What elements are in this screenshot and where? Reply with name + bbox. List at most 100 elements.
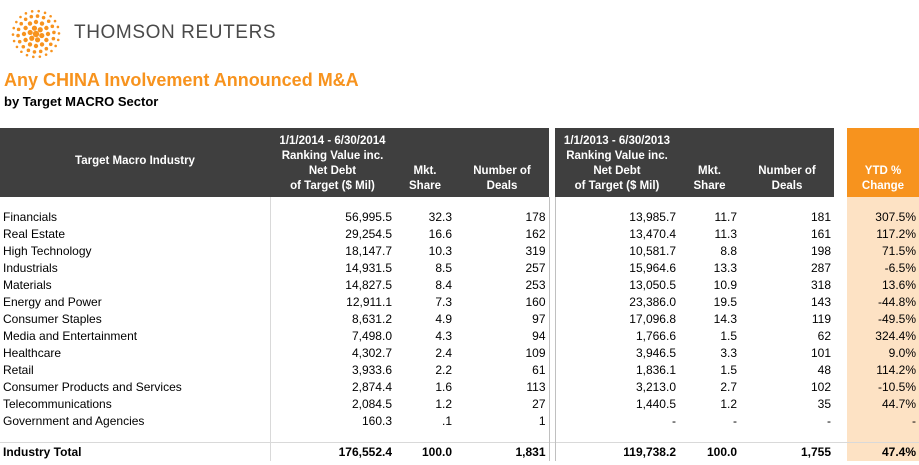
cell-p1-deals: 113 bbox=[455, 379, 550, 396]
cell-p2-share: - bbox=[733, 414, 737, 428]
cell-p1-share: 4.9 bbox=[435, 312, 452, 326]
cell-p2-value: 3,213.0 bbox=[635, 380, 676, 394]
cell-p1-value: 56,995.5 bbox=[345, 210, 392, 224]
cell-gap bbox=[549, 413, 556, 430]
thomson-reuters-dot-logo-icon bbox=[11, 9, 61, 59]
cell-p2-deals: 101 bbox=[810, 346, 831, 360]
table-header-row: Target Macro Industry 1/1/2014 - 6/30/20… bbox=[0, 128, 919, 197]
logo-dot bbox=[27, 21, 33, 26]
cell-p2-share: 100.0 bbox=[679, 442, 740, 461]
header-ytd-l2: Change bbox=[861, 180, 905, 192]
logo-dot bbox=[32, 30, 40, 38]
spacer-row bbox=[0, 430, 919, 443]
cell-industry: Consumer Staples bbox=[0, 311, 271, 328]
table-row: Real Estate 29,254.5 16.6 162 13,470.4 11.3 16… bbox=[0, 226, 919, 243]
cell-p2-value: 119,738.2 bbox=[555, 442, 679, 461]
logo-dot bbox=[19, 15, 22, 19]
cell-p2-deals: 318 bbox=[810, 278, 831, 292]
logo-dot bbox=[56, 38, 60, 42]
header-ytd: YTD % Change bbox=[847, 128, 919, 197]
cell-industry: Healthcare bbox=[0, 345, 271, 362]
logo-dot bbox=[46, 19, 51, 24]
logo-dot bbox=[41, 15, 46, 20]
cell-gap-2 bbox=[834, 379, 847, 396]
cell-ytd: 47.4% bbox=[847, 442, 919, 461]
cell-p1-deals: 162 bbox=[455, 226, 550, 243]
table-row: Retail 3,933.6 2.2 61 1,836.1 1.5 48 114.2% bbox=[0, 362, 919, 379]
logo-dot bbox=[25, 53, 29, 57]
cell-gap-2 bbox=[834, 345, 847, 362]
cell-industry: Industrials bbox=[0, 260, 271, 277]
logo-dot bbox=[44, 46, 49, 51]
cell-p1-value: 4,302.7 bbox=[351, 346, 392, 360]
header-p2-deals-l2: Deals bbox=[771, 180, 803, 192]
logo-dot bbox=[19, 21, 24, 26]
logo-dot bbox=[39, 32, 45, 39]
logo-dot bbox=[43, 11, 47, 15]
logo-dot bbox=[16, 27, 21, 32]
cell-industry: Telecommunications bbox=[0, 396, 271, 413]
cell-p1-share: 1.2 bbox=[435, 397, 452, 411]
cell-p1-value: 12,911.1 bbox=[346, 295, 392, 309]
logo-dot bbox=[32, 55, 35, 59]
table-row: Consumer Products and Services 2,874.4 1.6… bbox=[0, 379, 919, 396]
logo-dot bbox=[15, 20, 18, 24]
cell-p2-value: 13,985.7 bbox=[629, 210, 676, 224]
logo-dot bbox=[21, 31, 27, 37]
cell-ytd: 9.0% bbox=[847, 345, 919, 362]
logo-dot bbox=[57, 32, 61, 35]
header-p1-value: 1/1/2014 - 6/30/2014 Ranking Value inc. … bbox=[270, 128, 395, 197]
logo-dot bbox=[39, 21, 45, 26]
cell-industry: Industry Total bbox=[0, 442, 271, 461]
logo-dot bbox=[31, 25, 38, 31]
logo-dot bbox=[29, 35, 35, 41]
header-p2-share-l2: Share bbox=[693, 180, 726, 192]
logo-dot bbox=[38, 49, 43, 54]
cell-p2-share: 11.3 bbox=[714, 227, 737, 241]
cell-gap-2 bbox=[834, 328, 847, 345]
cell-p2-value: 15,964.6 bbox=[629, 261, 676, 275]
logo-dot bbox=[16, 33, 20, 38]
cell-industry: Real Estate bbox=[0, 226, 271, 243]
logo-dot bbox=[11, 33, 15, 36]
table-row: Telecommunications 2,084.5 1.2 27 1,440.5 1.2… bbox=[0, 396, 919, 413]
cell-gap bbox=[549, 260, 556, 277]
cell-p1-deals: 97 bbox=[455, 311, 550, 328]
cell-p1-share: 7.3 bbox=[435, 295, 452, 309]
logo-dot bbox=[27, 29, 33, 36]
logo-dot bbox=[37, 27, 43, 33]
cell-p2-deals: 287 bbox=[810, 261, 831, 275]
cell-p1-value: 14,827.5 bbox=[345, 278, 392, 292]
logo-dot bbox=[26, 48, 31, 53]
header-p2-share-l1: Mkt. bbox=[698, 165, 721, 177]
logo-dot bbox=[35, 14, 40, 18]
cell-p1-share: 8.5 bbox=[435, 261, 452, 275]
cell-p1-value: 14,931.5 bbox=[345, 261, 392, 275]
cell-gap bbox=[549, 209, 556, 226]
cell-ytd: -10.5% bbox=[847, 379, 919, 396]
cell-p2-deals: 48 bbox=[817, 363, 831, 377]
header-p2-value-l1: Ranking Value inc. bbox=[566, 150, 668, 162]
header-p1-deals-l2: Deals bbox=[486, 180, 518, 192]
table-row: Materials 14,827.5 8.4 253 13,050.5 10.9 318 13… bbox=[0, 277, 919, 294]
header-p2-value-l3: of Target ($ Mil) bbox=[574, 180, 660, 192]
cell-p2-value: 13,470.4 bbox=[629, 227, 676, 241]
cell-p1-share: 4.3 bbox=[435, 329, 452, 343]
logo-dot bbox=[12, 39, 16, 43]
cell-p1-deals: 178 bbox=[455, 209, 550, 226]
cell-gap-2 bbox=[834, 243, 847, 260]
cell-p2-deals: 198 bbox=[810, 244, 831, 258]
cell-p2-share: 13.3 bbox=[713, 261, 737, 275]
cell-p2-value: 13,050.5 bbox=[629, 278, 676, 292]
cell-p1-share: 32.3 bbox=[428, 210, 452, 224]
header-p1-share: Mkt. Share bbox=[395, 128, 455, 197]
cell-gap bbox=[549, 396, 556, 413]
logo-dot bbox=[27, 42, 33, 47]
cell-gap bbox=[549, 311, 556, 328]
cell-ytd: 114.2% bbox=[847, 362, 919, 379]
cell-p1-deals: 160 bbox=[455, 294, 550, 311]
cell-p2-share: 1.5 bbox=[720, 363, 737, 377]
logo-dot bbox=[49, 14, 52, 18]
header-p1-deals: Number of Deals bbox=[455, 128, 549, 197]
cell-p2-share: 1.5 bbox=[720, 329, 737, 343]
